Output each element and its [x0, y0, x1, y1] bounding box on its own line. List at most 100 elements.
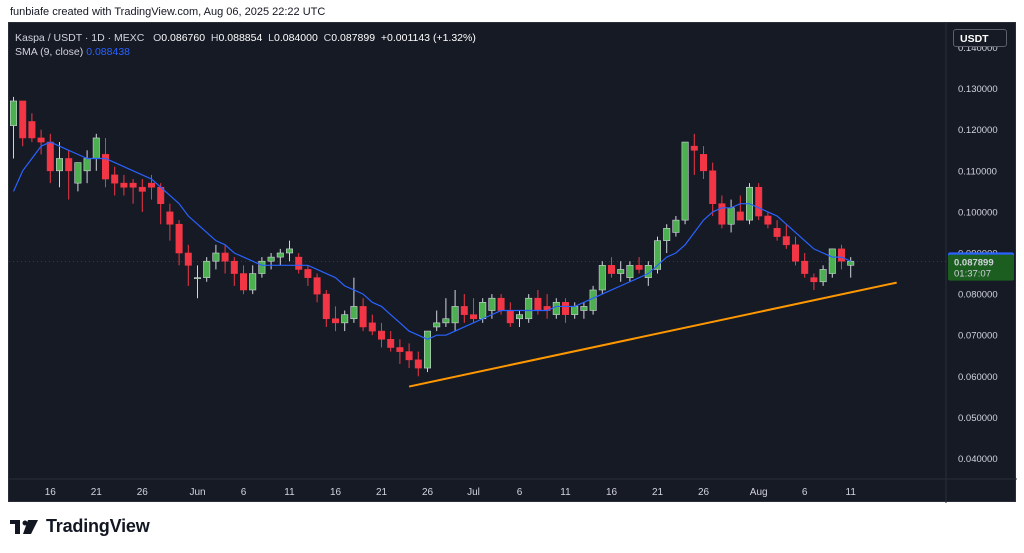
- x-tick-label: 16: [330, 487, 342, 498]
- y-tick-label: 0.140000: [958, 43, 998, 54]
- candle-body: [276, 252, 284, 258]
- candle-body: [331, 318, 339, 324]
- candle-body: [626, 265, 634, 278]
- candle-body: [249, 273, 257, 291]
- x-tick-label: Jun: [189, 487, 205, 498]
- chart-caption: funbiafe created with TradingView.com, A…: [10, 6, 326, 18]
- candle-body: [819, 269, 827, 283]
- x-tick-label: 16: [606, 487, 618, 498]
- candle-body: [359, 306, 367, 328]
- candle-body: [709, 170, 717, 204]
- x-tick-label: 11: [560, 487, 571, 498]
- chart-panel[interactable]: 0.140000 0.130000 0.120000 0.110000 0.100000…: [8, 22, 1017, 503]
- y-tick-label: 0.110000: [958, 166, 997, 177]
- x-tick-label: Jul: [467, 487, 480, 498]
- x-tick-label: 26: [698, 487, 710, 498]
- candle-body: [837, 248, 845, 262]
- candle-body: [488, 297, 496, 311]
- candle-body: [801, 260, 809, 274]
- tradingview-icon: [10, 519, 38, 534]
- candle-body: [663, 228, 671, 241]
- x-tick-label: 6: [802, 487, 808, 498]
- x-tick-label: 11: [846, 487, 857, 498]
- tradingview-logo[interactable]: TradingView: [10, 516, 150, 537]
- candle-body: [267, 256, 275, 262]
- candle-body: [718, 203, 726, 225]
- candle-body: [414, 359, 422, 369]
- candle-body: [92, 137, 100, 159]
- candle-body: [285, 248, 293, 254]
- candle-body: [580, 306, 588, 311]
- close-label: C: [323, 32, 332, 44]
- candle-body: [561, 302, 569, 315]
- sma-row: SMA (9, close) 0.088438: [15, 45, 476, 59]
- y-tick-label: 0.070000: [958, 331, 998, 342]
- candle-body: [175, 223, 183, 254]
- sma-value: 0.088438: [86, 46, 130, 58]
- candle-body: [469, 314, 477, 320]
- candle-body: [727, 207, 735, 225]
- candle-body: [635, 265, 643, 270]
- chart-legend: Kaspa / USDT · 1D · MEXC O0.086760 H0.08…: [15, 31, 476, 59]
- low-label: L: [268, 32, 274, 44]
- candle-body: [405, 351, 413, 361]
- candle-body: [111, 174, 119, 184]
- open-label: O: [153, 32, 162, 44]
- candle-body: [773, 228, 781, 237]
- x-tick-label: 6: [241, 487, 247, 498]
- x-tick-label: Aug: [750, 487, 768, 498]
- candle-body: [755, 186, 763, 217]
- candle-body: [525, 297, 533, 320]
- last-price-label: 0.087899: [954, 258, 994, 269]
- candle-body: [552, 302, 560, 315]
- candle-body: [322, 293, 330, 320]
- candle-body: [203, 260, 211, 278]
- x-tick-label: 26: [422, 487, 434, 498]
- candle-body: [74, 162, 82, 184]
- y-tick-label: 0.130000: [958, 84, 998, 95]
- candle-body: [589, 289, 597, 311]
- candle-body: [534, 297, 542, 311]
- candle-body: [166, 211, 174, 225]
- candle-body: [598, 265, 606, 291]
- candle-body: [83, 158, 91, 172]
- candle-body: [515, 314, 523, 320]
- candle-body: [791, 244, 799, 262]
- candle-body: [148, 182, 156, 188]
- y-tick-label: 0.050000: [958, 413, 998, 424]
- candle-body: [304, 269, 312, 278]
- x-tick-label: 16: [45, 487, 57, 498]
- x-tick-label: 6: [517, 487, 523, 498]
- candle-body: [230, 260, 238, 274]
- sma-label[interactable]: SMA (9, close): [15, 46, 84, 58]
- candle-body: [423, 330, 431, 369]
- candlestick-chart[interactable]: 0.140000 0.130000 0.120000 0.110000 0.100000…: [9, 23, 1017, 503]
- candle-body: [571, 306, 579, 315]
- symbol-label[interactable]: Kaspa / USDT · 1D · MEXC: [15, 32, 145, 44]
- candle-body: [506, 310, 514, 324]
- candle-body: [460, 306, 468, 315]
- close-value: 0.087899: [331, 32, 376, 44]
- candle-body: [295, 256, 303, 270]
- candle-body: [212, 252, 220, 262]
- candle-body: [120, 182, 128, 188]
- candle-body: [9, 100, 18, 126]
- candle-body: [451, 306, 459, 324]
- low-value: 0.084000: [274, 32, 318, 44]
- candle-body: [37, 137, 45, 143]
- currency-badge[interactable]: USDT: [953, 29, 1007, 47]
- x-tick-label: 11: [284, 487, 295, 498]
- high-value: 0.088854: [218, 32, 263, 44]
- candle-body: [129, 182, 137, 188]
- x-tick-label: 21: [376, 487, 388, 498]
- candle-body: [341, 314, 349, 324]
- candle-body: [221, 252, 229, 262]
- x-tick-label: 21: [91, 487, 103, 498]
- candle-body: [828, 248, 836, 274]
- candle-body: [240, 273, 248, 291]
- ohlc-row: Kaspa / USDT · 1D · MEXC O0.086760 H0.08…: [15, 31, 476, 45]
- high-label: H: [210, 32, 219, 44]
- countdown-label: 01:37:07: [954, 269, 991, 280]
- candle-body: [672, 219, 680, 233]
- candle-body: [368, 322, 376, 332]
